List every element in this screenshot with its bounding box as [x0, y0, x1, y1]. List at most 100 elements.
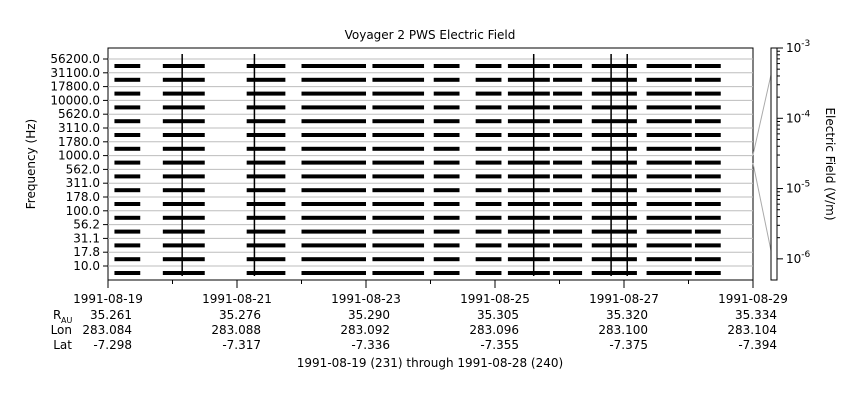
data-segment	[694, 64, 721, 68]
x-tick-label: 1991-08-25	[460, 292, 530, 306]
ephem-value: 283.088	[211, 323, 261, 337]
data-segment	[301, 77, 366, 82]
data-segment	[433, 215, 460, 220]
data-segment	[301, 133, 366, 137]
data-segment	[433, 229, 460, 234]
data-segment	[507, 64, 550, 68]
data-segment	[553, 119, 583, 124]
ephem-value: 283.100	[598, 323, 648, 337]
data-segment	[507, 202, 550, 206]
data-segment	[301, 105, 366, 110]
data-segment	[694, 243, 721, 248]
data-segment	[246, 243, 286, 248]
data-segment	[591, 77, 637, 82]
data-segment	[162, 202, 205, 206]
data-segment	[553, 257, 583, 262]
data-segment	[162, 271, 205, 275]
scale-tick-exponent: -5	[801, 180, 810, 190]
y-tick-label: 17800.0	[50, 80, 100, 94]
x-tick-label: 1991-08-23	[331, 292, 401, 306]
data-segment	[694, 271, 721, 275]
data-segment	[646, 257, 692, 262]
data-segment	[162, 243, 205, 248]
y-tick-label: 3110.0	[58, 121, 100, 135]
data-segment	[372, 119, 425, 124]
ephem-value: 35.305	[477, 308, 519, 322]
data-segment	[162, 146, 205, 151]
data-segment	[246, 271, 286, 275]
scale-tick-label: 10-4	[786, 109, 811, 125]
data-segment	[646, 146, 692, 151]
data-segment	[246, 229, 286, 234]
data-segment	[162, 91, 205, 96]
data-segment	[433, 174, 460, 179]
data-segment	[372, 160, 425, 165]
data-segment	[246, 105, 286, 110]
data-segment	[114, 229, 141, 234]
data-segment	[162, 133, 205, 137]
data-segment	[475, 202, 502, 206]
data-segment	[114, 243, 141, 248]
ephem-value: 35.290	[348, 308, 390, 322]
data-segment	[591, 160, 637, 165]
data-segment	[507, 119, 550, 124]
data-segment	[246, 91, 286, 96]
data-segments	[114, 64, 721, 275]
data-segment	[475, 119, 502, 124]
data-segment	[301, 91, 366, 96]
y-axis-label: Frequency (Hz)	[24, 119, 38, 210]
data-segment	[507, 215, 550, 220]
data-segment	[246, 119, 286, 124]
x-tick-label: 1991-08-19	[73, 292, 143, 306]
data-segment	[301, 188, 366, 193]
data-segment	[372, 77, 425, 82]
data-segment	[553, 243, 583, 248]
data-segment	[372, 146, 425, 151]
data-segment	[114, 160, 141, 165]
data-segment	[162, 105, 205, 110]
data-segment	[301, 146, 366, 151]
data-segment	[372, 229, 425, 234]
data-segment	[114, 133, 141, 137]
scale-tick-label: 10-5	[786, 180, 810, 196]
data-segment	[246, 77, 286, 82]
data-segment	[646, 243, 692, 248]
ephem-value: 283.104	[727, 323, 777, 337]
data-segment	[553, 105, 583, 110]
data-segment	[372, 133, 425, 137]
data-segment	[591, 229, 637, 234]
data-segment	[114, 64, 141, 68]
ephem-value: 35.334	[735, 308, 777, 322]
data-segment	[591, 146, 637, 151]
data-segment	[646, 91, 692, 96]
y-tick-label: 1000.0	[58, 149, 100, 163]
data-segment	[694, 229, 721, 234]
data-segment	[553, 215, 583, 220]
data-segment	[301, 229, 366, 234]
data-segment	[507, 257, 550, 262]
ephem-value: 283.096	[469, 323, 519, 337]
data-segment	[475, 188, 502, 193]
data-segment	[372, 215, 425, 220]
data-segment	[433, 160, 460, 165]
data-segment	[646, 119, 692, 124]
data-segment	[372, 202, 425, 206]
data-segment	[433, 64, 460, 68]
data-segment	[507, 146, 550, 151]
data-segment	[433, 133, 460, 137]
ephem-label-r: R	[53, 308, 61, 322]
ephem-value: 35.320	[606, 308, 648, 322]
data-segment	[301, 119, 366, 124]
data-segment	[475, 160, 502, 165]
data-segment	[694, 146, 721, 151]
data-segment	[301, 271, 366, 275]
data-segment	[246, 174, 286, 179]
data-segment	[646, 160, 692, 165]
data-segment	[475, 229, 502, 234]
data-segment	[646, 174, 692, 179]
x-axis-label: 1991-08-19 (231) through 1991-08-28 (240…	[297, 356, 563, 370]
ephem-label-lon: Lon	[51, 323, 72, 337]
x-tick-label: 1991-08-29	[718, 292, 788, 306]
data-segment	[433, 91, 460, 96]
